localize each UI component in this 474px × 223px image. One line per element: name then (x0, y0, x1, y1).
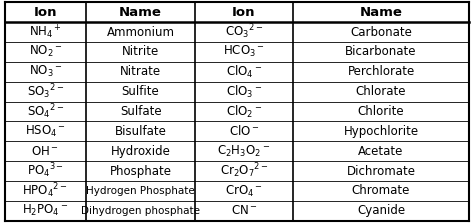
Text: Hypochlorite: Hypochlorite (344, 125, 419, 138)
Text: Phosphate: Phosphate (109, 165, 172, 178)
Text: Bisulfate: Bisulfate (115, 125, 166, 138)
Text: Nitrate: Nitrate (120, 65, 161, 78)
Text: OH$^-$: OH$^-$ (31, 145, 59, 158)
Text: Dichromate: Dichromate (346, 165, 416, 178)
Text: NO$_3$$^-$: NO$_3$$^-$ (28, 64, 62, 79)
Text: SO$_4$$^{2-}$: SO$_4$$^{2-}$ (27, 102, 64, 121)
Text: Name: Name (119, 6, 162, 19)
Text: Cyanide: Cyanide (357, 204, 405, 217)
Text: Carbonate: Carbonate (350, 25, 412, 39)
Text: HSO$_4$$^-$: HSO$_4$$^-$ (25, 124, 66, 139)
Text: ClO$_3$$^-$: ClO$_3$$^-$ (226, 84, 262, 100)
Text: NO$_2$$^-$: NO$_2$$^-$ (28, 44, 62, 60)
Text: Dihydrogen phosphate: Dihydrogen phosphate (81, 206, 200, 216)
Text: Name: Name (360, 6, 402, 19)
Text: Bicarbonate: Bicarbonate (345, 45, 417, 58)
Text: Acetate: Acetate (358, 145, 404, 158)
Text: Chromate: Chromate (352, 184, 410, 198)
Text: Perchlorate: Perchlorate (347, 65, 415, 78)
Text: Chlorite: Chlorite (358, 105, 404, 118)
Text: CrO$_4$$^-$: CrO$_4$$^-$ (225, 184, 263, 198)
Text: Ammonium: Ammonium (107, 25, 174, 39)
Text: SO$_3$$^{2-}$: SO$_3$$^{2-}$ (27, 82, 64, 101)
Text: ClO$_2$$^-$: ClO$_2$$^-$ (226, 103, 262, 120)
Text: Hydrogen Phosphate: Hydrogen Phosphate (86, 186, 195, 196)
Text: ClO$^-$: ClO$^-$ (229, 124, 259, 138)
Text: CO$_3$$^{2-}$: CO$_3$$^{2-}$ (225, 23, 263, 41)
Text: Hydroxide: Hydroxide (110, 145, 171, 158)
Text: ClO$_4$$^-$: ClO$_4$$^-$ (226, 64, 262, 80)
Text: CN$^-$: CN$^-$ (230, 204, 257, 217)
Text: Chlorate: Chlorate (356, 85, 406, 98)
Text: Cr$_2$O$_7$$^{2-}$: Cr$_2$O$_7$$^{2-}$ (219, 162, 268, 180)
Text: Nitrite: Nitrite (122, 45, 159, 58)
Text: H$_2$PO$_4$$^-$: H$_2$PO$_4$$^-$ (22, 203, 69, 218)
Text: Sulfate: Sulfate (120, 105, 162, 118)
Text: HCO$_3$$^-$: HCO$_3$$^-$ (223, 44, 265, 60)
Text: Sulfite: Sulfite (122, 85, 159, 98)
Text: C$_2$H$_3$O$_2$$^-$: C$_2$H$_3$O$_2$$^-$ (218, 144, 271, 159)
Text: Ion: Ion (34, 6, 57, 19)
Text: NH$_4$$^+$: NH$_4$$^+$ (29, 23, 62, 41)
Text: PO$_4$$^{3-}$: PO$_4$$^{3-}$ (27, 162, 64, 180)
Text: HPO$_4$$^{2-}$: HPO$_4$$^{2-}$ (22, 182, 68, 200)
Text: Ion: Ion (232, 6, 255, 19)
